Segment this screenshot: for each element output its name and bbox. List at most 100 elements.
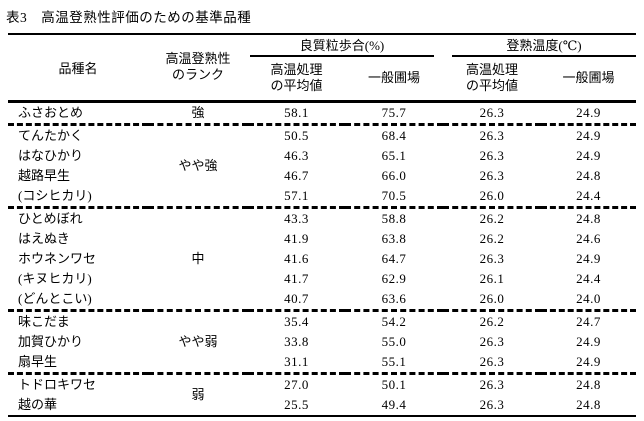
value-cell: 24.9: [576, 333, 601, 349]
value-cell: 75.7: [381, 104, 407, 120]
value-cell: 31.1: [284, 353, 309, 369]
variety-cell: ひとめぼれ: [8, 205, 148, 229]
table-row: 越の華 25.5 49.4 26.3 24.8: [8, 395, 636, 416]
value-cell: 24.7: [541, 308, 637, 332]
table-row: はなひかり 46.3 65.1 26.3 24.9: [8, 146, 636, 166]
value-cell: 26.3: [479, 396, 505, 412]
value-cell: 65.1: [381, 147, 407, 163]
table-row: トドロキワセ 弱 27.0 50.1 26.3 24.8: [8, 371, 637, 416]
spanner-quality-ratio-label: 良質粒歩合(%): [250, 35, 434, 57]
variety-cell: トドロキワセ: [8, 371, 148, 395]
value-cell: 40.7: [284, 290, 309, 306]
variety-cell: 越の華: [18, 396, 58, 412]
value-cell: 62.9: [381, 270, 407, 286]
value-cell: 43.3: [248, 205, 345, 229]
table-row: 加賀ひかり 33.8 55.0 26.3 24.9: [8, 332, 636, 352]
value-cell: 26.3: [443, 122, 541, 146]
col-header-rank-label: 高温登熟性 のランク: [165, 51, 231, 83]
value-cell: 24.0: [576, 290, 601, 306]
rank-cell: 弱: [148, 371, 248, 416]
value-cell: 24.4: [576, 270, 601, 286]
value-cell: 26.2: [443, 308, 541, 332]
col-header-variety: 品種名: [8, 34, 148, 103]
table-row: (コシヒカリ) 57.1 70.5 26.0 24.4: [8, 186, 636, 208]
value-cell: 54.2: [345, 308, 443, 332]
reference-variety-table: 品種名 高温登熟性 のランク 良質粒歩合(%) 登熟温度(℃) 高温処理 の平均値 …: [8, 33, 637, 417]
value-cell: 64.7: [381, 250, 407, 266]
spanner-quality-ratio: 良質粒歩合(%): [248, 34, 443, 57]
value-cell: 26.3: [443, 371, 541, 395]
value-cell: 26.3: [479, 147, 505, 163]
value-cell: 24.8: [576, 396, 601, 412]
variety-cell: はなひかり: [18, 147, 84, 163]
table-row: (どんとこい) 40.7 63.6 26.0 24.0: [8, 289, 636, 311]
value-cell: 41.9: [284, 230, 309, 246]
value-cell: 46.3: [284, 147, 309, 163]
value-cell: 41.7: [284, 270, 309, 286]
col-header-variety-label: 品種名: [58, 60, 98, 76]
value-cell: 25.5: [284, 396, 309, 412]
variety-cell: ふさおとめ: [18, 104, 84, 120]
rank-cell: 中: [148, 205, 248, 310]
value-cell: 26.0: [479, 290, 505, 306]
value-cell: 26.3: [479, 333, 505, 349]
value-cell: 24.8: [541, 205, 637, 229]
value-cell: 55.1: [381, 353, 407, 369]
table-body: ふさおとめ 強 58.1 75.7 26.3 24.9 てんたかく やや強 50…: [8, 101, 637, 416]
variety-cell: はえぬき: [18, 230, 70, 246]
value-cell: 41.6: [284, 250, 309, 266]
value-cell: 24.9: [576, 104, 601, 120]
spanner-ripening-temperature-label: 登熟温度(℃): [452, 35, 637, 57]
value-cell: 26.0: [479, 187, 505, 203]
rank-cell: やや強: [148, 122, 248, 207]
value-cell: 26.3: [479, 250, 505, 266]
variety-cell: てんたかく: [8, 122, 148, 146]
spanner-header-row: 品種名 高温登熟性 のランク 良質粒歩合(%) 登熟温度(℃): [8, 34, 637, 103]
subheader-temp-hot-average: 高温処理 の平均値: [443, 57, 541, 103]
value-cell: 50.1: [345, 371, 443, 395]
table-row: ふさおとめ 強 58.1 75.7 26.3 24.9: [8, 101, 636, 124]
variety-cell: (キヌヒカリ): [18, 270, 92, 286]
variety-cell: 扇早生: [18, 353, 58, 369]
value-cell: 35.4: [248, 308, 345, 332]
subheader-temp-normal-field: 一般圃場: [541, 57, 637, 103]
value-cell: 49.4: [381, 396, 407, 412]
value-cell: 46.7: [284, 167, 309, 183]
variety-cell: ホウネンワセ: [18, 250, 97, 266]
value-cell: 58.1: [284, 104, 309, 120]
table-row: はえぬき 41.9 63.8 26.2 24.6: [8, 229, 636, 249]
value-cell: 57.1: [284, 187, 309, 203]
value-cell: 26.3: [479, 167, 505, 183]
value-cell: 26.3: [479, 104, 505, 120]
value-cell: 26.1: [479, 270, 505, 286]
rank-cell: 強: [191, 104, 205, 120]
table-row: 越路早生 46.7 66.0 26.3 24.8: [8, 166, 636, 186]
value-cell: 24.8: [541, 371, 637, 395]
variety-cell: (どんとこい): [18, 290, 92, 306]
value-cell: 50.5: [248, 122, 345, 146]
value-cell: 26.2: [479, 230, 505, 246]
variety-cell: (コシヒカリ): [18, 187, 92, 203]
value-cell: 58.8: [345, 205, 443, 229]
col-header-rank: 高温登熟性 のランク: [148, 34, 248, 103]
value-cell: 66.0: [381, 167, 407, 183]
value-cell: 24.4: [576, 187, 601, 203]
table-row: 扇早生 31.1 55.1 26.3 24.9: [8, 352, 636, 374]
value-cell: 27.0: [248, 371, 345, 395]
sub-header-row: 高温処理 の平均値 一般圃場 高温処理 の平均値 一般圃場: [8, 57, 637, 103]
value-cell: 24.9: [576, 250, 601, 266]
value-cell: 26.2: [443, 205, 541, 229]
value-cell: 24.9: [576, 147, 601, 163]
table-row: 味こだま やや弱 35.4 54.2 26.2 24.7: [8, 308, 637, 373]
table-row: ホウネンワセ 41.6 64.7 26.3 24.9: [8, 249, 636, 269]
spanner-ripening-temperature: 登熟温度(℃): [443, 34, 637, 57]
value-cell: 24.6: [576, 230, 601, 246]
table-row: てんたかく やや強 50.5 68.4 26.3 24.9: [8, 122, 637, 207]
table-title: 表3 高温登熟性評価のための基準品種: [6, 10, 252, 25]
value-cell: 26.3: [479, 353, 505, 369]
value-cell: 55.0: [381, 333, 407, 349]
table-row: (キヌヒカリ) 41.7 62.9 26.1 24.4: [8, 269, 636, 289]
variety-cell: 加賀ひかり: [18, 333, 84, 349]
table-header: 品種名 高温登熟性 のランク 良質粒歩合(%) 登熟温度(℃) 高温処理 の平均値 …: [8, 34, 637, 103]
